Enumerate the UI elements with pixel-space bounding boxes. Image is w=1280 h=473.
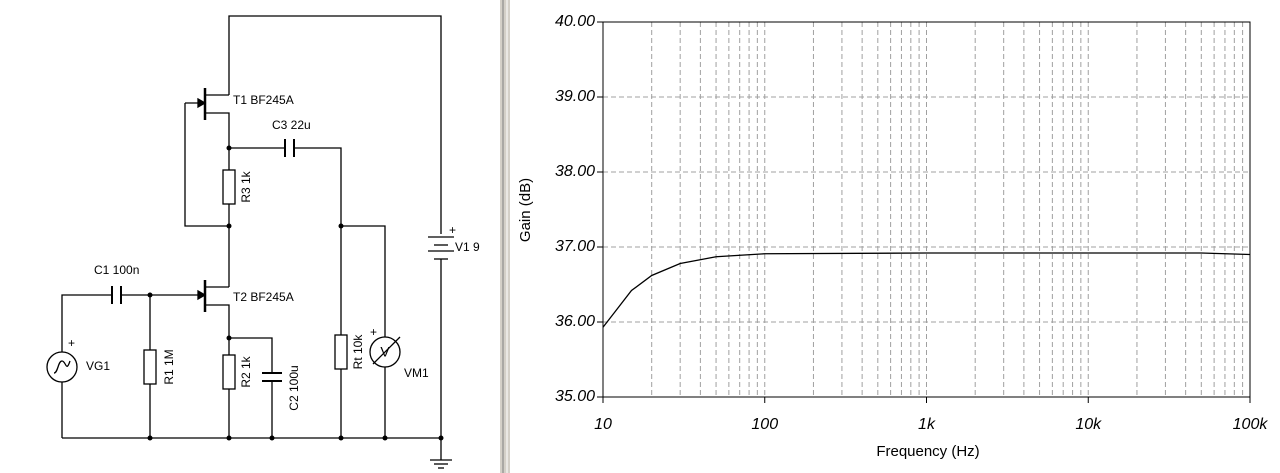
label: C3 22u <box>272 118 311 132</box>
label: VM1 <box>404 366 429 380</box>
x-axis-title: Frequency (Hz) <box>876 443 979 460</box>
y-tick-label: 36.00 <box>555 313 595 330</box>
y-tick-label: 38.00 <box>555 163 595 180</box>
y-tick-label: 35.00 <box>555 388 595 405</box>
label: + <box>370 325 377 339</box>
label: + <box>68 336 75 350</box>
splitter <box>500 0 510 473</box>
label: C2 100u <box>287 365 301 410</box>
label: R1 1M <box>162 349 176 384</box>
label: + <box>449 223 456 237</box>
x-tick-label: 100k <box>1233 416 1269 433</box>
x-tick-label: 10k <box>1075 416 1102 433</box>
line-series <box>602 252 1251 328</box>
nodes <box>147 145 444 441</box>
y-tick-label: 40.00 <box>555 13 595 30</box>
schematic <box>46 15 454 469</box>
label: R3 1k <box>239 170 253 202</box>
label: V <box>380 344 390 360</box>
label: C1 100n <box>94 263 139 277</box>
y-axis-title: Gain (dB) <box>517 178 534 242</box>
label: Rt 10k <box>351 334 365 370</box>
y-tick-label: 39.00 <box>555 88 595 105</box>
label: R2 1k <box>239 355 253 387</box>
plot-frame <box>602 21 1251 398</box>
x-tick-label: 100 <box>751 416 778 433</box>
x-tick-label: 1k <box>918 416 936 433</box>
x-tick-label: 10 <box>594 416 612 433</box>
y-tick-label: 37.00 <box>555 238 595 255</box>
label: V1 9 <box>455 240 480 254</box>
label: VG1 <box>86 359 110 373</box>
label: T2 BF245A <box>233 290 294 304</box>
label: T1 BF245A <box>233 93 294 107</box>
